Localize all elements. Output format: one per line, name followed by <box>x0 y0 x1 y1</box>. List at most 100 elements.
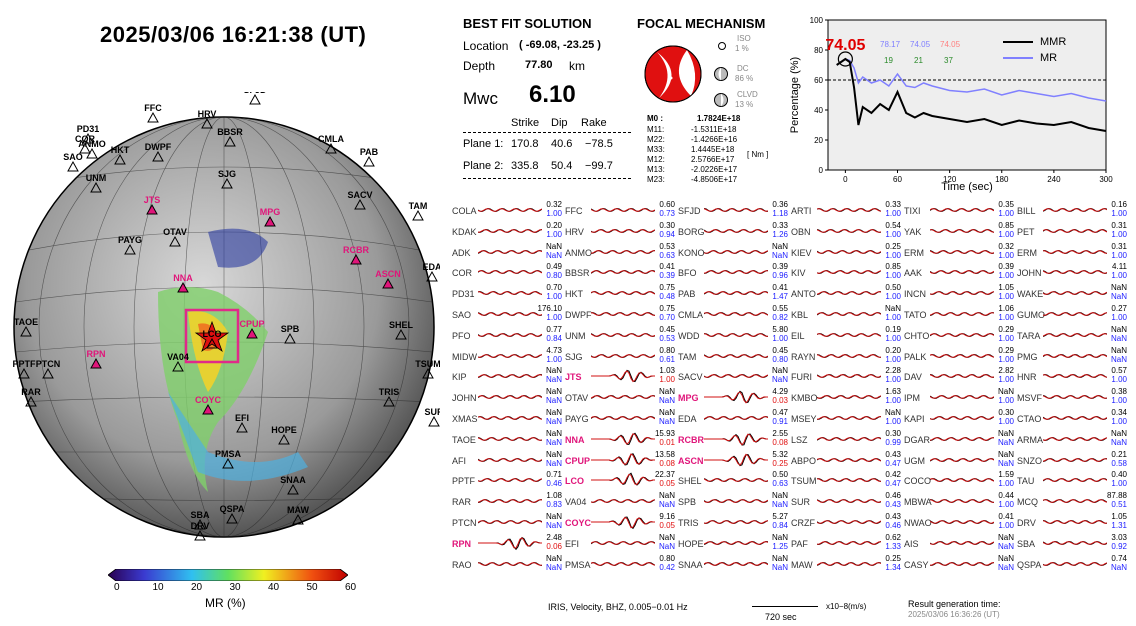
waveform-cell[interactable]: UNM 0.45 0.53 <box>563 325 677 346</box>
waveform-cell[interactable]: MIDW 4.73 1.00 <box>450 346 564 367</box>
waveform-cell[interactable]: KONO NaN NaN <box>676 242 790 263</box>
waveform-cell[interactable]: INCN 1.05 1.00 <box>902 283 1016 304</box>
waveform-cell[interactable]: CTAO 0.34 1.00 <box>1015 408 1129 429</box>
station-marker[interactable]: BBSR <box>217 127 243 147</box>
station-marker[interactable]: TSUM <box>415 359 441 379</box>
waveform-cell[interactable]: JOHN 4.11 1.00 <box>1015 262 1129 283</box>
waveform-cell[interactable]: YAK 0.85 1.00 <box>902 221 1016 242</box>
waveform-cell[interactable]: EFI NaN NaN <box>563 533 677 554</box>
station-marker[interactable]: RCBR <box>343 245 369 265</box>
waveform-cell[interactable]: CMLA 0.55 0.82 <box>676 304 790 325</box>
station-marker[interactable]: SUR <box>424 407 444 427</box>
waveform-cell[interactable]: TAM 0.45 0.80 <box>676 346 790 367</box>
station-marker[interactable]: MPG <box>260 207 281 227</box>
station-marker[interactable]: QSPA <box>220 504 245 524</box>
waveform-cell[interactable]: TRIS 5.27 0.84 <box>676 512 790 533</box>
waveform-cell[interactable]: SUR 0.46 0.43 <box>789 491 903 512</box>
waveform-cell[interactable]: TATO 1.06 1.00 <box>902 304 1016 325</box>
waveform-cell[interactable]: SAO 176.10 1.00 <box>450 304 564 325</box>
waveform-cell[interactable]: ARTI 0.33 1.00 <box>789 200 903 221</box>
waveform-cell[interactable]: TAOE NaN NaN <box>450 429 564 450</box>
waveform-cell[interactable]: LCO 22.37 0.05 <box>563 470 677 491</box>
waveform-cell[interactable]: CPUP 13.58 0.08 <box>563 450 677 471</box>
station-marker[interactable]: NNA <box>173 273 193 293</box>
waveform-cell[interactable]: CRZF 0.43 0.46 <box>789 512 903 533</box>
station-marker[interactable]: SJG <box>218 169 236 189</box>
waveform-cell[interactable]: SNZO 0.21 0.58 <box>1015 450 1129 471</box>
waveform-cell[interactable]: OBN 0.54 1.00 <box>789 221 903 242</box>
waveform-cell[interactable]: RPN 2.48 0.06 <box>450 533 564 554</box>
waveform-cell[interactable]: AIS NaN NaN <box>902 533 1016 554</box>
waveform-cell[interactable]: RCBR 2.55 0.08 <box>676 429 790 450</box>
waveform-cell[interactable]: ANMO 0.53 0.63 <box>563 242 677 263</box>
station-marker[interactable]: SAO <box>63 152 83 172</box>
waveform-cell[interactable]: ARMA NaN NaN <box>1015 429 1129 450</box>
waveform-cell[interactable]: WDD 5.80 1.00 <box>676 325 790 346</box>
station-marker[interactable]: SBA <box>190 510 210 530</box>
waveform-cell[interactable]: BORG 0.33 1.26 <box>676 221 790 242</box>
station-marker[interactable]: HRV <box>198 109 217 129</box>
waveform-cell[interactable]: MBWA 0.44 1.00 <box>902 491 1016 512</box>
waveform-cell[interactable]: CHTO 0.29 1.00 <box>902 325 1016 346</box>
waveform-cell[interactable]: COR 0.49 0.80 <box>450 262 564 283</box>
waveform-cell[interactable]: DGAR NaN NaN <box>902 429 1016 450</box>
station-marker[interactable]: TRIS <box>379 387 400 407</box>
station-marker[interactable]: FFC <box>144 103 162 123</box>
waveform-cell[interactable]: KDAK 0.20 1.00 <box>450 221 564 242</box>
station-marker[interactable]: RPN <box>86 349 106 369</box>
waveform-cell[interactable]: BBSR 0.41 0.39 <box>563 262 677 283</box>
waveform-cell[interactable]: XMAS NaN NaN <box>450 408 564 429</box>
station-marker[interactable]: PD31 <box>77 124 100 144</box>
waveform-cell[interactable]: UGM NaN NaN <box>902 450 1016 471</box>
waveform-cell[interactable]: PAF 0.62 1.33 <box>789 533 903 554</box>
station-marker[interactable]: DWPF <box>145 142 172 162</box>
waveform-cell[interactable]: HKT 0.75 0.48 <box>563 283 677 304</box>
waveform-cell[interactable]: MCQ 87.88 0.51 <box>1015 491 1129 512</box>
waveform-cell[interactable]: ABPO 0.43 0.47 <box>789 450 903 471</box>
waveform-cell[interactable]: AFI NaN NaN <box>450 450 564 471</box>
waveform-cell[interactable]: ADK NaN NaN <box>450 242 564 263</box>
waveform-cell[interactable]: KMBO 1.63 1.00 <box>789 387 903 408</box>
station-marker[interactable]: SNAA <box>280 475 306 495</box>
waveform-cell[interactable]: KIEV 0.25 1.00 <box>789 242 903 263</box>
waveform-cell[interactable]: SACV NaN NaN <box>676 366 790 387</box>
waveform-cell[interactable]: BILL 0.16 1.00 <box>1015 200 1129 221</box>
waveform-cell[interactable]: JTS 1.03 1.00 <box>563 366 677 387</box>
waveform-cell[interactable]: KAPI 0.30 1.00 <box>902 408 1016 429</box>
station-marker[interactable]: MAW <box>287 505 310 525</box>
waveform-cell[interactable]: SNAA NaN NaN <box>676 554 790 575</box>
waveform-cell[interactable]: SJG 0.80 0.61 <box>563 346 677 367</box>
waveform-cell[interactable]: FURI 2.28 1.00 <box>789 366 903 387</box>
waveform-cell[interactable]: TARA NaN NaN <box>1015 325 1129 346</box>
station-marker[interactable]: PTCN <box>36 359 61 379</box>
station-marker[interactable]: ANMO <box>78 139 106 159</box>
waveform-cell[interactable]: PD31 0.70 1.00 <box>450 283 564 304</box>
station-marker[interactable]: RAR <box>21 387 41 407</box>
station-marker[interactable]: LCO <box>203 329 222 349</box>
waveform-cell[interactable]: SBA 3.03 0.92 <box>1015 533 1129 554</box>
waveform-cell[interactable]: PTCN NaN NaN <box>450 512 564 533</box>
waveform-cell[interactable]: LSZ 0.30 0.99 <box>789 429 903 450</box>
station-marker[interactable]: HOPE <box>271 425 297 445</box>
station-marker[interactable]: PAYG <box>118 235 142 255</box>
waveform-cell[interactable]: CASY NaN NaN <box>902 554 1016 575</box>
waveform-cell[interactable]: RAYN 0.20 1.00 <box>789 346 903 367</box>
waveform-cell[interactable]: SPB NaN NaN <box>676 491 790 512</box>
station-marker[interactable]: PPTF <box>12 359 36 379</box>
station-marker[interactable]: HKT <box>111 145 130 165</box>
station-marker[interactable]: COR <box>75 134 96 154</box>
waveform-cell[interactable]: PFO 0.77 0.84 <box>450 325 564 346</box>
waveform-cell[interactable]: HRV 0.30 0.94 <box>563 221 677 242</box>
waveform-cell[interactable]: KIP NaN NaN <box>450 366 564 387</box>
waveform-cell[interactable]: PET 0.31 1.00 <box>1015 221 1129 242</box>
waveform-cell[interactable]: PAB 0.41 1.47 <box>676 283 790 304</box>
waveform-cell[interactable]: PAYG NaN NaN <box>563 408 677 429</box>
station-marker[interactable]: CMLA <box>318 134 344 154</box>
station-marker[interactable]: OTAV <box>163 227 187 247</box>
waveform-cell[interactable]: MSVF 0.38 1.00 <box>1015 387 1129 408</box>
waveform-cell[interactable]: QSPA 0.74 NaN <box>1015 554 1129 575</box>
waveform-cell[interactable]: DRV 1.05 1.31 <box>1015 512 1129 533</box>
station-marker[interactable]: ASCN <box>375 269 401 289</box>
station-marker[interactable]: EFI <box>235 413 249 433</box>
waveform-cell[interactable]: NWAO 0.41 1.00 <box>902 512 1016 533</box>
